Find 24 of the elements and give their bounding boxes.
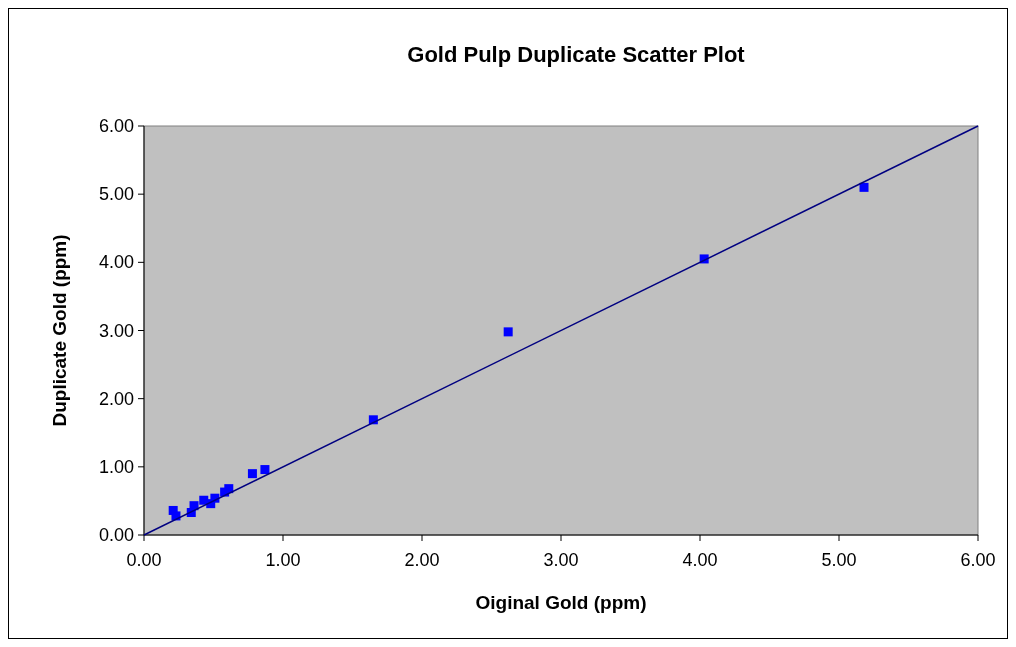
x-tick-label: 0.00 (126, 550, 162, 570)
point (260, 465, 270, 475)
x-tick-label: 6.00 (960, 550, 996, 570)
x-tick-label: 5.00 (821, 550, 857, 570)
y-tick-label: 6.00 (98, 116, 134, 136)
y-tick-label: 0.00 (98, 525, 134, 545)
x-tick-label: 4.00 (682, 550, 718, 570)
x-tick-label: 2.00 (404, 550, 440, 570)
x-tick-label: 1.00 (265, 550, 301, 570)
point (224, 484, 234, 494)
chart-title: Gold Pulp Duplicate Scatter Plot (407, 42, 746, 67)
x-tick-label: 3.00 (543, 550, 579, 570)
point (503, 327, 513, 337)
point (171, 511, 181, 521)
point (247, 469, 257, 479)
y-tick-label: 4.00 (98, 252, 134, 273)
y-tick-label: 3.00 (98, 320, 134, 341)
y-tick-label: 5.00 (98, 184, 134, 205)
point (859, 182, 869, 192)
y-tick-label: 2.00 (98, 388, 134, 409)
point (189, 501, 199, 511)
y-axis-title: Duplicate Gold (ppm) (49, 234, 70, 427)
x-axis-title: Oiginal Gold (ppm) (475, 592, 647, 613)
y-tick-label: 1.00 (98, 456, 134, 477)
